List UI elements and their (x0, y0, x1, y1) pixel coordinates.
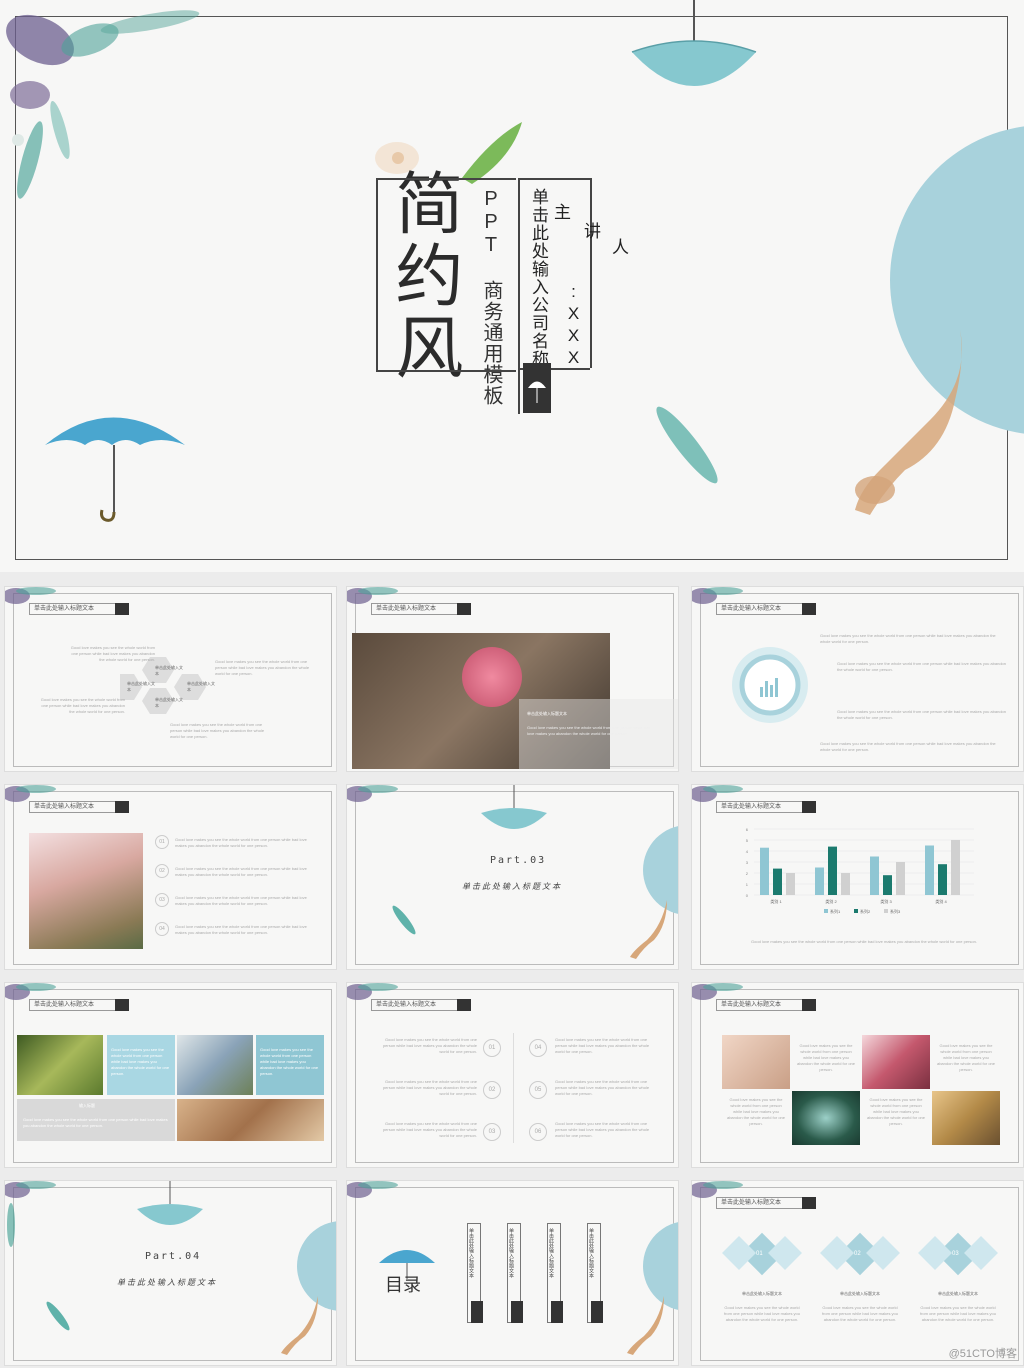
text-tile: Good love makes you see the whole world … (256, 1035, 324, 1095)
toc-title: 目录 (385, 1275, 421, 1295)
x-tick-label: 类别 4 (935, 898, 947, 904)
cover-slide: 简约风 PPT 商务通用模板 单击此处输入公司名称 主 讲 人 :XXX (0, 0, 1024, 572)
legend-swatch (824, 909, 828, 913)
bar (841, 873, 850, 895)
bar (773, 868, 782, 895)
bar (925, 845, 934, 895)
umbrella-open-icon (45, 417, 185, 522)
watermark: @51CTO博客 (948, 1348, 1017, 1360)
caption-box: 单击此处输入标题文本 Good love makes you see the w… (519, 699, 678, 769)
speaker-label-1: 主 (551, 203, 570, 221)
x-tick-label: 类别 3 (880, 898, 892, 904)
slide-thumb-2[interactable]: 单击此处输入标题文本 单击此处输入标题文本 Good love makes yo… (346, 586, 679, 772)
slide-thumb-11[interactable]: 目录 单击此处输入标题文本 单击此处输入标题文本 单击此处输入标题文本 单击此处… (346, 1180, 679, 1366)
part-title: 单击此处输入标题文本 (117, 1278, 217, 1287)
umbrella-badge-icon (523, 363, 551, 413)
flower-photo (352, 633, 610, 769)
tree-photo (29, 833, 143, 949)
grass-photo (17, 1035, 103, 1095)
y-tick-label: 0 (746, 893, 749, 898)
company-name[interactable]: 单击此处输入公司名称 (529, 188, 548, 368)
leaf-icon (392, 905, 416, 935)
food-photo (177, 1099, 324, 1141)
leaf-corner-icon (5, 587, 56, 604)
legend-label: 系列3 (890, 908, 901, 914)
x-tick-label: 类别 2 (825, 898, 837, 904)
bar (938, 864, 947, 895)
bar-chart: 0 1 2 3 4 5 6 类别 1 类别 2 类别 3 类别 4 系列1 系列2 系列3 (746, 827, 974, 914)
legend-swatch (854, 909, 858, 913)
legend-label: 系列2 (860, 908, 871, 914)
bar (828, 846, 837, 895)
speaker-label-2: 讲 (581, 222, 600, 240)
bar (896, 862, 905, 895)
bar (815, 867, 824, 895)
cat-icon (627, 1296, 664, 1355)
title-line-left (376, 178, 378, 370)
y-tick-label: 4 (746, 849, 749, 854)
slide-thumb-1[interactable]: 单击此处输入标题文本 单击此处输入文本 单击此处输入文本 单击此处输入文本 单击… (4, 586, 337, 772)
y-tick-label: 2 (746, 871, 749, 876)
y-tick-label: 3 (746, 860, 749, 865)
part-title: 单击此处输入标题文本 (462, 882, 562, 891)
slide-thumb-10[interactable]: Part.04 单击此处输入标题文本 (4, 1180, 337, 1366)
y-tick-label: 1 (746, 882, 749, 887)
flower-photo (177, 1035, 253, 1095)
bar (870, 856, 879, 895)
slide-header: 单击此处输入标题文本 (29, 603, 129, 615)
leaf-icon (46, 1301, 70, 1331)
umbrella-icon (137, 1181, 203, 1225)
leaf-icon (656, 406, 718, 484)
bar (786, 873, 795, 895)
slide-thumb-12[interactable]: 单击此处输入标题文本 01 02 03 单击此处输入标题文本 单击此处输入标题文… (691, 1180, 1024, 1366)
legend-swatch (884, 909, 888, 913)
company-line-right (590, 178, 592, 368)
part-number: Part.04 (145, 1251, 202, 1262)
gray-tile: 输入标题 Good love makes you see the whole wo… (17, 1099, 175, 1141)
bar (883, 875, 892, 895)
title-line-top (376, 178, 516, 180)
slide-thumb-5[interactable]: Part.03 单击此处输入标题文本 (346, 784, 679, 970)
bar (760, 847, 769, 895)
cat-icon (855, 330, 962, 515)
y-tick-label: 5 (746, 838, 749, 843)
legend-label: 系列1 (830, 908, 841, 914)
cover-subtitle: PPT 商务通用模板 (480, 188, 502, 406)
cat-icon (630, 900, 667, 959)
y-tick-label: 6 (746, 827, 749, 832)
slide-thumb-9[interactable]: 单击此处输入标题文本 Good love makes you see the w… (691, 982, 1024, 1168)
umbrella-open-icon (379, 1250, 435, 1279)
numbered-list: 01 Good love makes you see the whole worl… (155, 835, 325, 951)
slide-thumb-4[interactable]: 单击此处输入标题文本 01 Good love makes you see the… (4, 784, 337, 970)
company-line-left (518, 178, 520, 414)
text-tile: Good love makes you see the whole world … (107, 1035, 175, 1095)
hexagon-cluster (120, 657, 206, 714)
company-line-top (518, 178, 590, 180)
cat-icon (281, 1296, 318, 1355)
diamond-row (722, 1232, 998, 1276)
company-line-bottom (518, 368, 590, 370)
flower-icon (375, 122, 522, 184)
slide-thumb-7[interactable]: 单击此处输入标题文本 Good love makes you see the w… (4, 982, 337, 1168)
speaker-label-3: 人 (609, 238, 628, 256)
slide-thumb-3[interactable]: 单击此处输入标题文本 Good love makes you see the w… (691, 586, 1024, 772)
moon-circle-icon (890, 126, 1024, 434)
leaf-decoration-icon (6, 10, 200, 199)
x-tick-label: 类别 1 (770, 898, 782, 904)
slide-thumb-8[interactable]: 单击此处输入标题文本 Good love makes you see the w… (346, 982, 679, 1168)
bar (951, 840, 960, 895)
cover-title: 简约风 (383, 168, 462, 384)
slide-thumb-6[interactable]: 单击此处输入标题文本 0 1 2 3 4 5 6 类别 1 类别 2 类别 3 类别 4 系列1 系列2… (691, 784, 1024, 970)
umbrella-icon (481, 785, 547, 829)
part-number: Part.03 (490, 855, 547, 866)
title-line-bottom (376, 370, 516, 372)
umbrella-icon (631, 0, 757, 86)
chart-circle-icon (732, 647, 808, 723)
speaker-name[interactable]: :XXX (564, 282, 583, 370)
